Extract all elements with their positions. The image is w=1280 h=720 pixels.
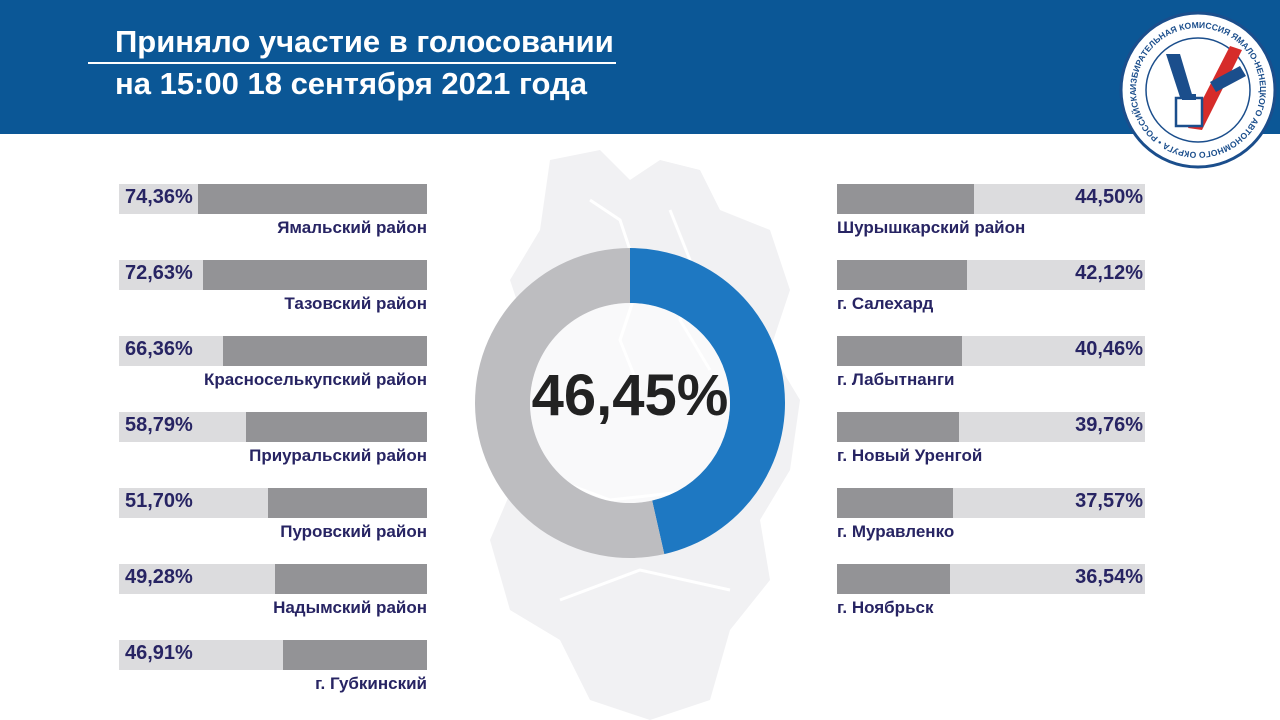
header-banner: Приняло участие в голосовании на 15:00 1… (0, 0, 1280, 134)
election-commission-logo: ИЗБИРАТЕЛЬНАЯ КОМИССИЯ ЯМАЛО-НЕНЕЦКОГО А… (1118, 10, 1277, 169)
left-bar-row: 72,63% Тазовский район (119, 260, 427, 313)
left-bar-row: 49,28% Надымский район (119, 564, 427, 617)
bar-fill (267, 488, 427, 518)
left-bar-row: 74,36% Ямальский район (119, 184, 427, 237)
left-bar-row: 46,91% г. Губкинский (119, 640, 427, 693)
bar-fill (222, 336, 427, 366)
bar-fill (197, 184, 427, 214)
bar-category-label: Пуровский район (280, 522, 427, 541)
bar-value-label: 37,57% (1075, 490, 1143, 512)
right-bar-row: 44,50% Шурышкарский район (837, 184, 1145, 237)
bar-fill (837, 412, 960, 442)
right-bar-row: 40,46% г. Лабытнанги (837, 336, 1145, 389)
bar-category-label: г. Муравленко (837, 522, 955, 541)
bar-category-label: Приуральский район (249, 446, 427, 465)
bar-category-label: Надымский район (273, 598, 427, 617)
bar-category-label: г. Салехард (837, 294, 934, 313)
right-bar-row: 37,57% г. Муравленко (837, 488, 1145, 541)
donut-slice-remaining (475, 248, 665, 558)
bar-value-label: 72,63% (125, 262, 193, 284)
bar-category-label: Тазовский район (284, 294, 427, 313)
bar-fill (837, 336, 962, 366)
bar-value-label: 66,36% (125, 338, 193, 360)
bar-value-label: 40,46% (1075, 338, 1143, 360)
turnout-donut-chart (475, 248, 785, 558)
right-bar-row: 36,54% г. Ноябрьск (837, 564, 1145, 617)
bar-value-label: 42,12% (1075, 262, 1143, 284)
donut-slice-turnout (630, 248, 785, 555)
title-divider (88, 62, 616, 64)
bar-fill (245, 412, 427, 442)
right-bar-row: 39,76% г. Новый Уренгой (837, 412, 1145, 465)
title-line-2: на 15:00 18 сентября 2021 года (115, 66, 587, 101)
bar-value-label: 36,54% (1075, 566, 1143, 588)
left-bar-row: 51,70% Пуровский район (119, 488, 427, 541)
bar-value-label: 49,28% (125, 566, 193, 588)
bar-fill (282, 640, 427, 670)
bar-value-label: 46,91% (125, 642, 193, 664)
bar-value-label: 74,36% (125, 186, 193, 208)
bar-value-label: 39,76% (1075, 414, 1143, 436)
bar-value-label: 51,70% (125, 490, 193, 512)
bar-value-label: 44,50% (1075, 186, 1143, 208)
bar-fill (837, 488, 953, 518)
donut-hole (530, 303, 730, 503)
bar-fill (837, 260, 967, 290)
bar-fill (203, 260, 427, 290)
bar-fill (275, 564, 427, 594)
title-line-1: Приняло участие в голосовании (115, 24, 614, 59)
bar-category-label: Шурышкарский район (837, 218, 1026, 237)
right-bar-row: 42,12% г. Салехард (837, 260, 1145, 313)
bar-fill (837, 184, 975, 214)
bar-category-label: г. Губкинский (315, 674, 427, 693)
bar-category-label: Красноселькупский район (203, 370, 427, 389)
bar-fill (837, 564, 950, 594)
bar-category-label: г. Новый Уренгой (837, 446, 983, 465)
donut-center-value: 46,45% (531, 363, 729, 428)
bar-category-label: Ямальский район (277, 218, 427, 237)
bar-category-label: г. Ноябрьск (837, 598, 934, 617)
bar-value-label: 58,79% (125, 414, 193, 436)
left-bar-row: 66,36% Красноселькупский район (119, 336, 427, 389)
left-bar-row: 58,79% Приуральский район (119, 412, 427, 465)
bar-category-label: г. Лабытнанги (837, 370, 955, 389)
